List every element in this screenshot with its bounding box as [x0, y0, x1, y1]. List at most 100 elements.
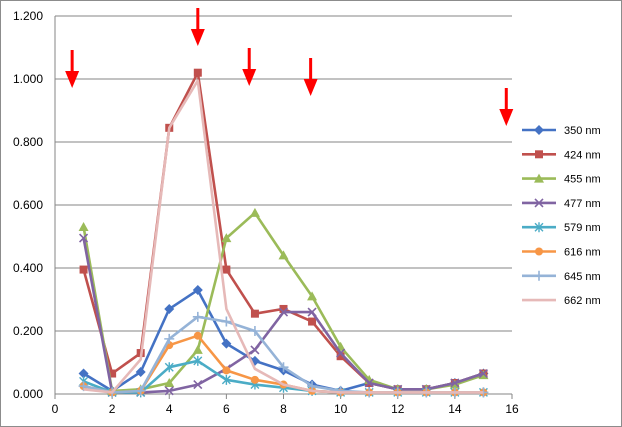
data-point: [164, 303, 175, 314]
data-point: [164, 333, 175, 344]
down-arrow-icon: [190, 8, 205, 46]
legend-item: 662 nm: [522, 295, 601, 307]
data-point: [108, 369, 117, 378]
legend-item: 455 nm: [522, 173, 601, 186]
data-point: [221, 374, 231, 385]
data-point: [478, 368, 489, 379]
data-point: [222, 366, 231, 375]
legend-label: 645 nm: [564, 271, 601, 283]
y-tick-label: 0.000: [13, 387, 43, 401]
data-point: [307, 381, 318, 392]
series-350-nm: [78, 285, 489, 396]
x-tick-label: 2: [109, 402, 116, 416]
data-point: [193, 68, 202, 77]
legend-label: 477 nm: [564, 198, 601, 210]
data-point: [79, 265, 88, 274]
data-point: [250, 309, 259, 318]
data-point: [193, 355, 203, 366]
arrow-head: [242, 69, 257, 86]
data-point: [279, 304, 288, 313]
data-point: [336, 352, 345, 361]
data-point: [221, 316, 232, 327]
legend-marker: [534, 198, 544, 208]
data-point: [192, 311, 203, 322]
data-point: [249, 326, 260, 336]
legend-label: 579 nm: [564, 222, 601, 234]
legend-item: 477 nm: [522, 198, 601, 210]
y-tick-label: 1.200: [13, 9, 43, 23]
data-point: [307, 307, 317, 317]
legend-marker: [534, 222, 544, 233]
arrow-head: [190, 29, 205, 46]
data-point: [193, 331, 202, 340]
legend-label: 350 nm: [564, 125, 601, 137]
legend-item: 645 nm: [522, 271, 601, 283]
data-point: [135, 385, 146, 396]
series-424-nm: [79, 68, 488, 394]
data-point: [193, 379, 203, 390]
series-line: [83, 79, 484, 394]
gridlines: [55, 15, 512, 332]
axes: 0.000 0.200 0.400 0.600 0.800 1.000 1.200 0 2 4 6 8…: [13, 9, 519, 416]
data-point: [78, 381, 89, 392]
legend-marker: [535, 150, 543, 159]
y-tick-label: 0.800: [13, 135, 43, 149]
data-point: [250, 375, 259, 384]
data-point: [164, 377, 175, 387]
data-point: [335, 385, 346, 396]
x-tick-label: 12: [391, 402, 405, 416]
x-tick-label: 4: [166, 402, 173, 416]
legend-label: 424 nm: [564, 149, 601, 161]
y-tick-label: 1.000: [13, 72, 43, 86]
series-662-nm: [83, 79, 484, 394]
data-point: [164, 362, 174, 373]
data-point: [278, 362, 289, 373]
data-point: [450, 378, 460, 388]
data-point: [278, 307, 289, 317]
down-arrow-icon: [303, 58, 318, 96]
legend: 350 nm 424 nm 455 nm 477 nm 579 nm 616 nm 645 …: [522, 125, 601, 307]
legend-marker: [534, 173, 544, 183]
legend-label: 455 nm: [564, 174, 601, 186]
data-point: [307, 291, 318, 301]
down-arrow-icon: [499, 88, 514, 126]
x-tick-label: 6: [223, 402, 230, 416]
legend-item: 424 nm: [522, 149, 601, 161]
data-point: [135, 366, 146, 377]
data-point: [192, 344, 203, 354]
down-arrow-icon: [242, 48, 257, 86]
data-point: [250, 345, 260, 355]
x-tick-label: 10: [334, 402, 348, 416]
data-point: [308, 317, 317, 326]
x-tick-label: 16: [505, 402, 519, 416]
arrow-head: [65, 71, 80, 88]
legend-label: 616 nm: [564, 247, 601, 259]
data-point: [222, 265, 231, 274]
legend-marker: [534, 125, 544, 135]
x-tick-label: 14: [448, 402, 462, 416]
data-point: [78, 222, 89, 232]
data-point: [364, 378, 374, 388]
data-point: [221, 338, 232, 349]
data-point: [78, 368, 89, 379]
y-tick-label: 0.400: [13, 261, 43, 275]
data-point: [221, 233, 232, 243]
arrow-head: [303, 79, 318, 96]
data-point: [192, 285, 203, 296]
data-point: [336, 348, 346, 358]
data-point: [278, 250, 289, 260]
x-tick-label: 8: [280, 402, 287, 416]
y-tick-label: 0.200: [13, 324, 43, 338]
data-point: [249, 207, 260, 217]
y-tick-label: 0.600: [13, 198, 43, 212]
data-point: [78, 233, 89, 243]
annotation-arrows: [65, 8, 514, 126]
legend-item: 579 nm: [522, 222, 601, 234]
legend-label: 662 nm: [564, 295, 601, 307]
x-tick-label: 0: [52, 402, 59, 416]
series-group: [78, 68, 489, 398]
data-point: [164, 386, 174, 396]
down-arrow-icon: [65, 50, 80, 88]
arrow-head: [499, 109, 514, 126]
